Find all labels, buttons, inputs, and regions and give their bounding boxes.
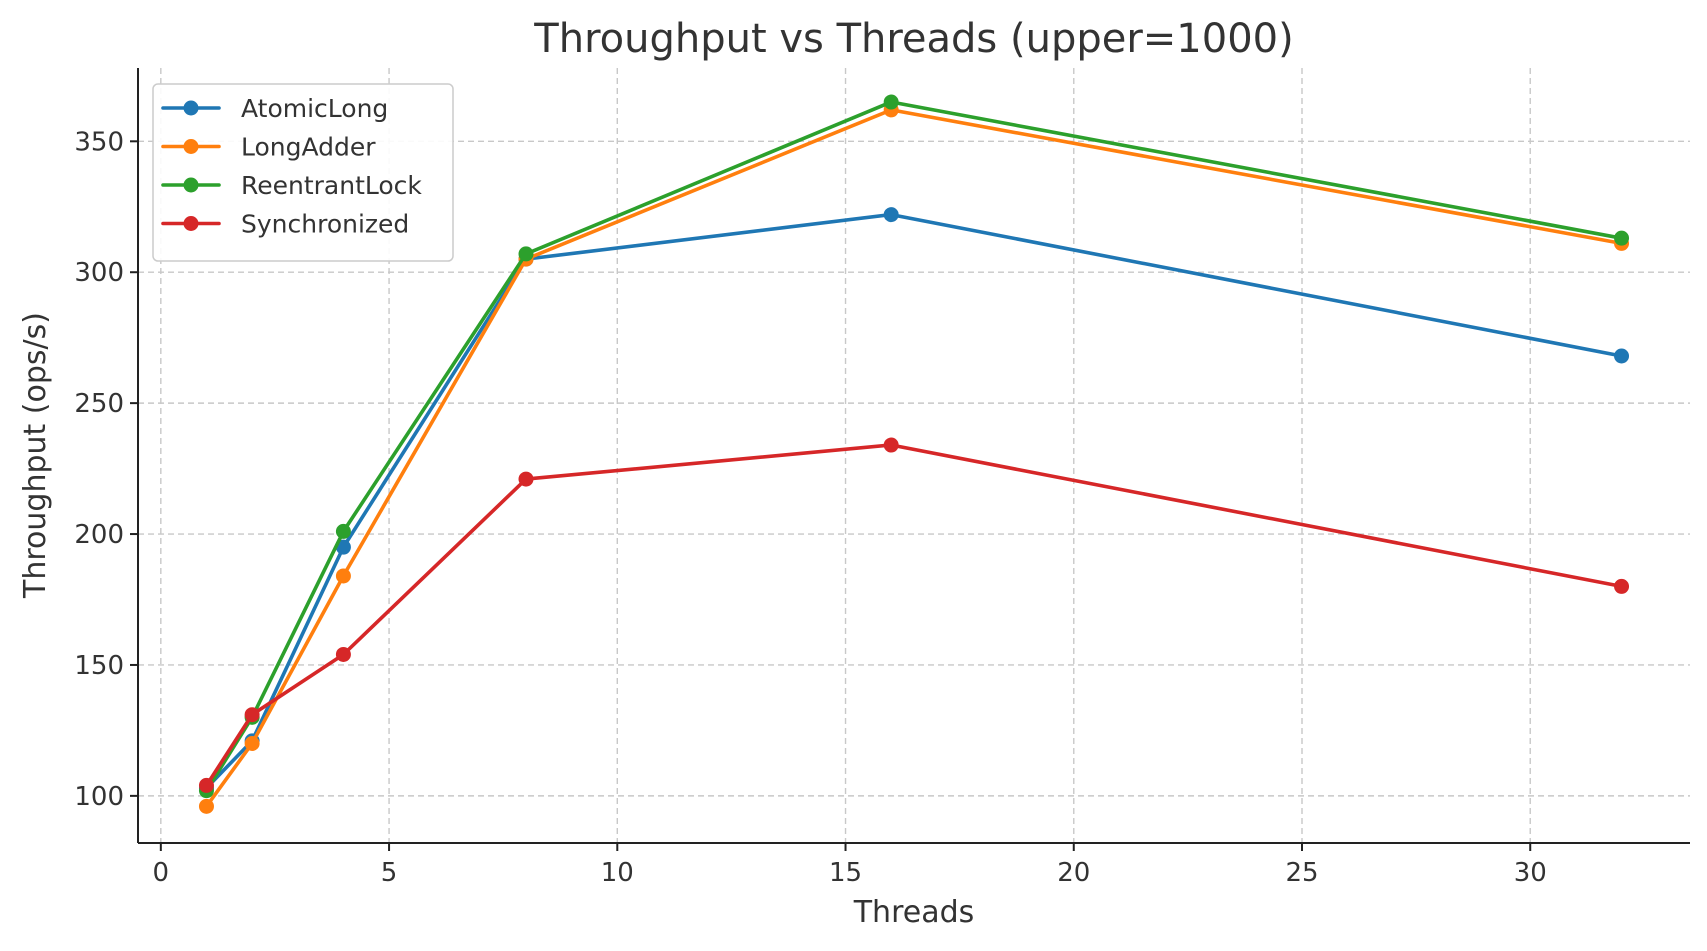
data-point-synchronized [198, 777, 214, 793]
data-point-longadder [198, 798, 214, 814]
x-tick-label: 20 [1057, 858, 1090, 888]
legend-item-atomiclong: AtomicLong [161, 94, 388, 123]
x-axis-label: Threads [853, 895, 975, 930]
legend: AtomicLong LongAdder ReentrantLock Synchron… [152, 83, 454, 262]
grid-layer [138, 68, 1690, 843]
y-axis-label: Throughput (ops/s) [18, 312, 53, 599]
series-line-atomiclong [204, 212, 1624, 790]
legend-label-longadder: LongAdder [241, 133, 376, 162]
series-layer [198, 94, 1630, 814]
y-tick-label: 200 [74, 520, 124, 550]
data-point-reentrantlock [883, 94, 899, 110]
legend-label-reentrantlock: ReentrantLock [241, 171, 422, 200]
data-point-synchronized [1614, 578, 1630, 594]
data-point-synchronized [518, 471, 534, 487]
axes-layer [137, 68, 1690, 844]
x-tick-label: 25 [1285, 858, 1318, 888]
x-tick-label: 30 [1514, 858, 1547, 888]
y-tick-label: 300 [74, 258, 124, 288]
data-point-synchronized [244, 707, 260, 723]
y-tick-label: 150 [74, 651, 124, 681]
data-point-reentrantlock [518, 246, 534, 262]
y-tick-label: 350 [74, 127, 124, 157]
legend-marker-atomiclong [183, 100, 199, 116]
legend-item-reentrantlock: ReentrantLock [161, 171, 422, 200]
series-atomiclong [198, 207, 1630, 796]
series-line-synchronized [204, 443, 1624, 788]
legend-marker-longadder [183, 139, 199, 154]
data-point-reentrantlock [335, 523, 351, 539]
y-tick-label: 250 [74, 389, 124, 419]
series-synchronized [198, 437, 1630, 793]
data-point-synchronized [335, 646, 351, 662]
legend-label-atomiclong: AtomicLong [241, 94, 388, 123]
x-tick-label: 10 [601, 858, 634, 888]
x-tick-label: 5 [381, 858, 398, 888]
series-line-longadder [204, 108, 1624, 809]
x-tick-label: 0 [153, 858, 170, 888]
data-point-longadder [335, 568, 351, 584]
data-point-synchronized [883, 437, 899, 453]
chart-title: Throughput vs Threads (upper=1000) [533, 16, 1293, 62]
data-point-longadder [244, 736, 260, 752]
data-point-atomiclong [1614, 348, 1630, 364]
legend-item-longadder: LongAdder [161, 133, 376, 162]
legend-marker-synchronized [183, 216, 199, 231]
x-tick-label: 15 [829, 858, 862, 888]
data-point-atomiclong [335, 539, 351, 555]
data-point-reentrantlock [1614, 230, 1630, 246]
legend-marker-reentrantlock [183, 177, 199, 193]
data-point-atomiclong [883, 207, 899, 223]
legend-item-synchronized: Synchronized [161, 210, 409, 239]
y-tick-label: 100 [74, 782, 124, 812]
ticks-layer: 0 5 10 15 20 25 30 100 150 200 250 300 350 [74, 127, 1546, 888]
legend-label-synchronized: Synchronized [241, 210, 409, 239]
legend-box [152, 83, 454, 262]
